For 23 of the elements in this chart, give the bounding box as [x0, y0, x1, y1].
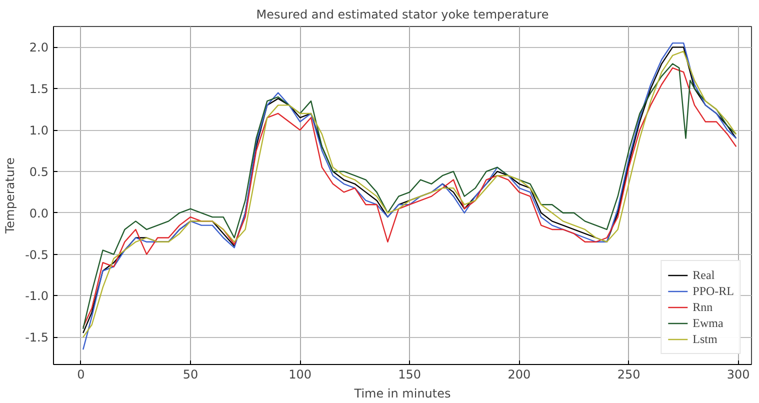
y-tick-label: -1.0 — [25, 289, 49, 304]
y-tick-label: 0.5 — [29, 164, 49, 179]
x-tick-label: 300 — [726, 368, 750, 382]
y-tick-label: 0.0 — [29, 206, 49, 220]
y-tick-label: 1.0 — [29, 124, 49, 138]
x-axis-title: Time in minutes — [353, 386, 451, 400]
legend-label: Real — [692, 267, 715, 283]
y-tick-label: 1.5 — [29, 82, 49, 96]
x-tick-label: 150 — [398, 368, 422, 382]
legend-label: Ewma — [692, 315, 724, 331]
y-axis-title: Temperature — [3, 157, 18, 235]
x-tick-label: 0 — [77, 368, 85, 382]
x-tick-label: 100 — [288, 368, 312, 382]
legend-label: PPO-RL — [692, 283, 734, 299]
x-tick-label: 200 — [508, 368, 531, 382]
y-tick-label: 2.0 — [29, 40, 49, 55]
x-tick-label: 250 — [617, 368, 640, 382]
legend-label: Rnn — [692, 299, 713, 315]
chart-title: Mesured and estimated stator yoke temperature — [256, 8, 549, 22]
x-tick-label: 50 — [182, 368, 198, 382]
legend-label: Lstm — [692, 331, 718, 347]
y-tick-label: -0.5 — [25, 248, 49, 262]
y-tick-label: -1.5 — [25, 330, 49, 345]
